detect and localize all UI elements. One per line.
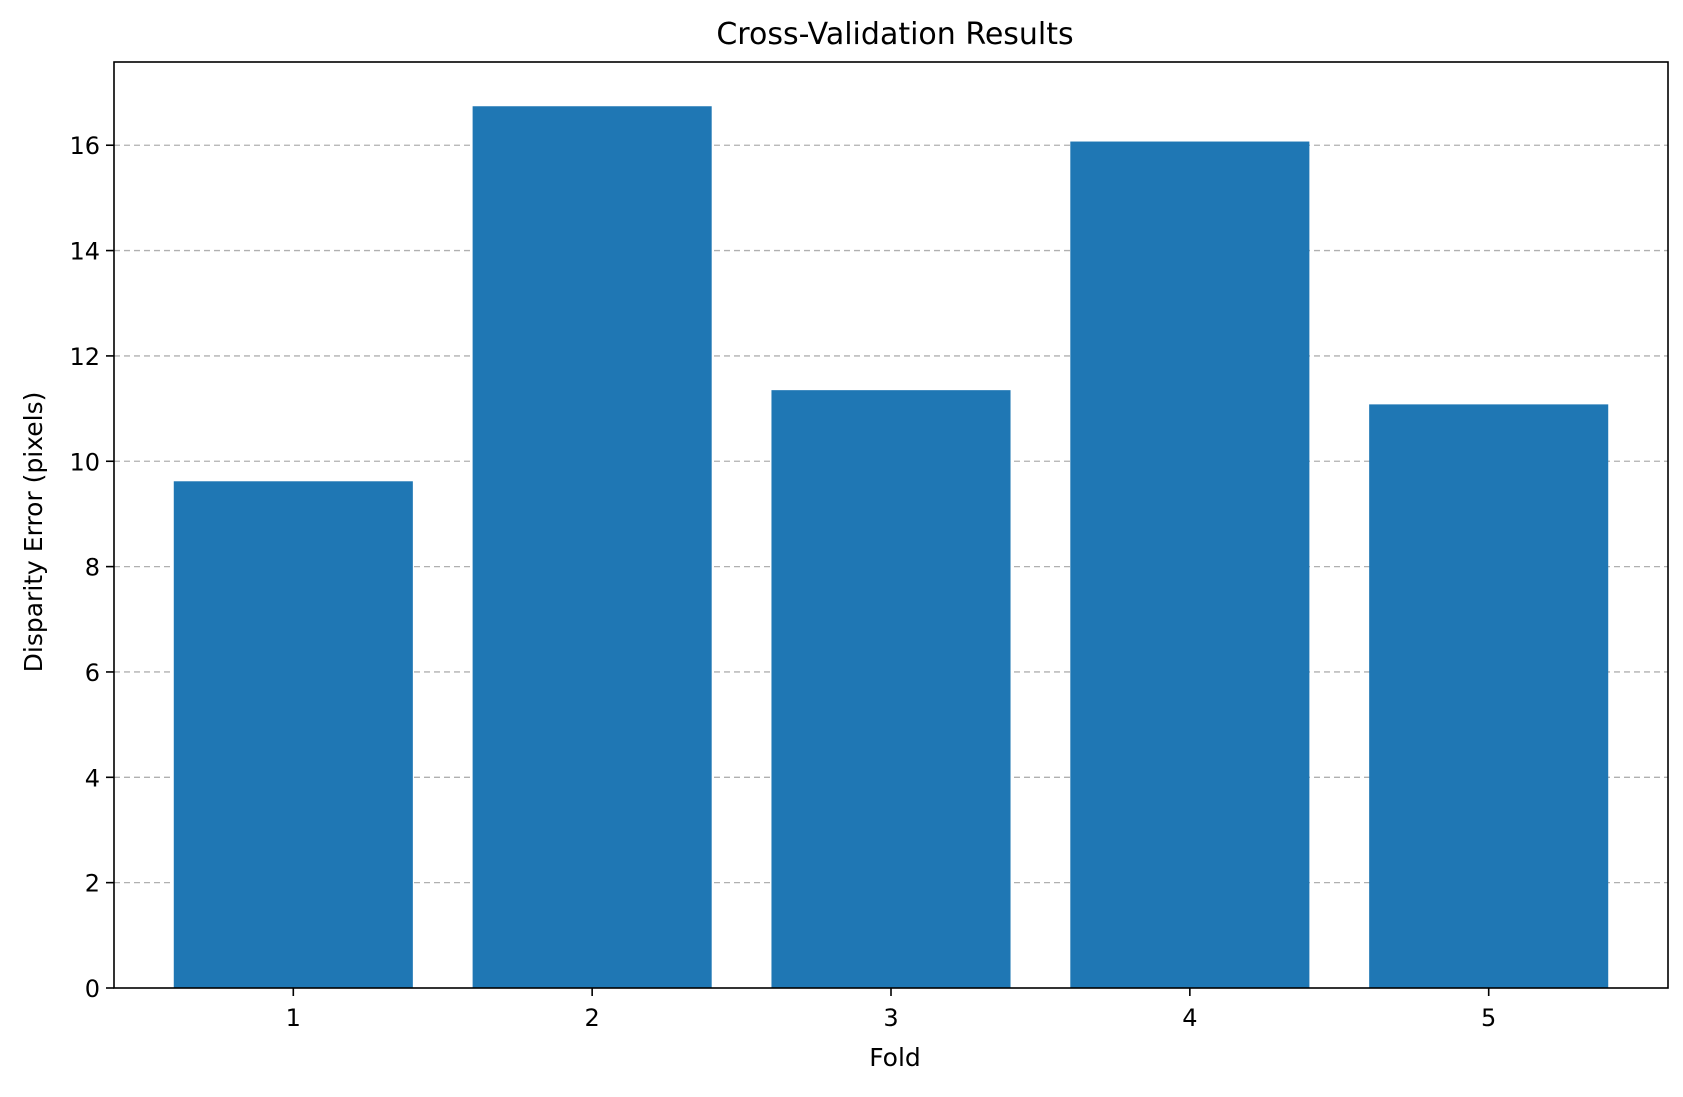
- bar-fold-3: [771, 390, 1011, 988]
- y-tick-label: 4: [85, 764, 100, 792]
- y-axis-label: Disparity Error (pixels): [19, 392, 48, 673]
- y-tick-label: 8: [85, 554, 100, 582]
- y-tick-label: 6: [85, 659, 100, 687]
- chart-title: Cross-Validation Results: [716, 17, 1073, 52]
- y-tick-label: 2: [85, 870, 100, 898]
- bar-fold-4: [1070, 141, 1310, 988]
- bar-fold-2: [472, 106, 712, 989]
- x-tick-label: 4: [1182, 1004, 1197, 1032]
- y-tick-label: 10: [69, 448, 100, 476]
- y-axis-ticks: 0 2 4 6 8 10 12 14 16: [69, 132, 114, 1003]
- x-tick-label: 3: [883, 1004, 898, 1032]
- x-axis-label: Fold: [869, 1043, 921, 1072]
- y-tick-label: 12: [69, 343, 100, 371]
- bars: [173, 106, 1609, 989]
- y-tick-label: 0: [85, 975, 100, 1003]
- y-tick-label: 14: [69, 238, 100, 266]
- x-tick-label: 1: [286, 1004, 301, 1032]
- x-axis-ticks: 1 2 3 4 5: [286, 988, 1496, 1032]
- x-tick-label: 5: [1481, 1004, 1496, 1032]
- bar-fold-5: [1369, 404, 1609, 989]
- y-tick-label: 16: [69, 132, 100, 160]
- bar-fold-1: [173, 481, 413, 988]
- x-tick-label: 2: [585, 1004, 600, 1032]
